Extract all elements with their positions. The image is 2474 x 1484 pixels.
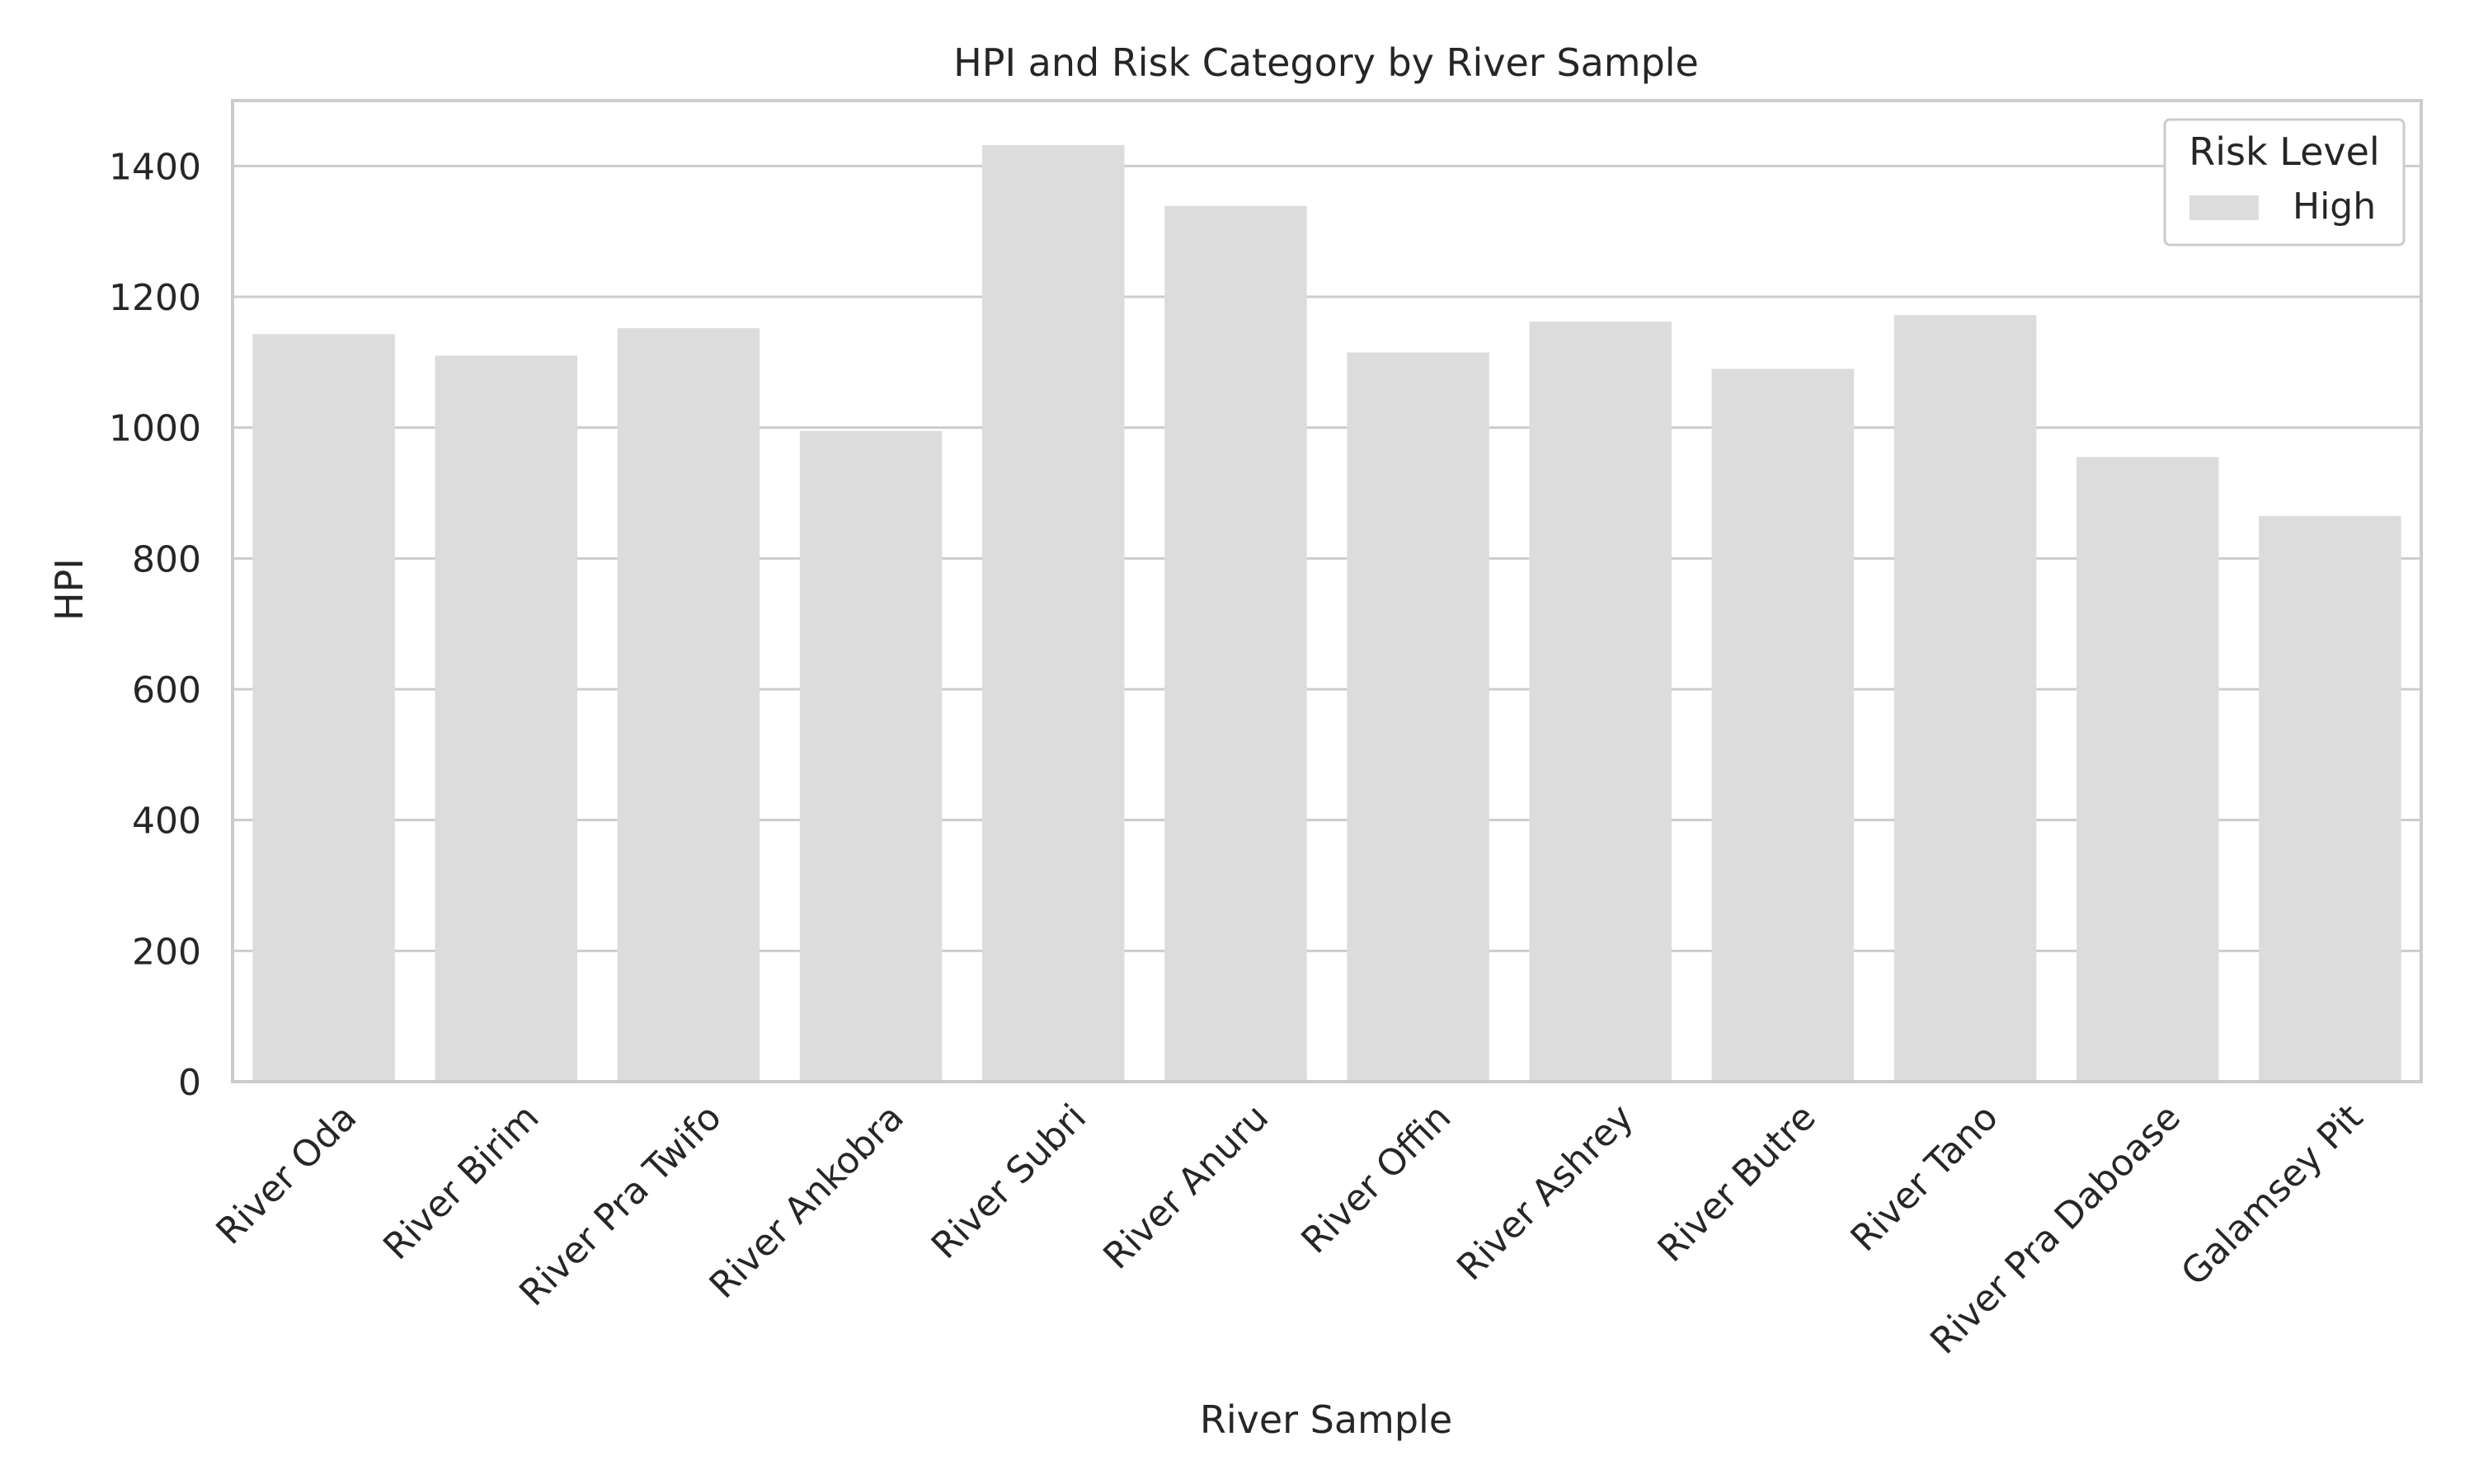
grid-lines <box>233 164 2421 952</box>
y-tick-label: 1000 <box>109 408 201 450</box>
legend-swatch <box>2189 195 2259 220</box>
bar <box>1164 205 1307 1082</box>
bar <box>799 430 943 1082</box>
x-tick-label: River Tano <box>1843 1097 2006 1260</box>
y-tick-label: 200 <box>132 931 201 973</box>
x-tick-label: River Butre <box>1650 1097 1824 1270</box>
y-tick-label: 800 <box>132 538 201 580</box>
x-tick-label: River Anuru <box>1095 1097 1277 1278</box>
bar <box>1529 322 1672 1082</box>
bar <box>1893 315 2037 1082</box>
bar <box>252 334 395 1082</box>
x-tick-label: Galamsey Pit <box>2173 1097 2371 1294</box>
bar <box>2076 457 2219 1082</box>
bar <box>435 355 578 1082</box>
bar <box>1347 352 1489 1082</box>
axes-spines <box>231 99 2423 1083</box>
x-tick-label: River Ankobra <box>702 1097 912 1307</box>
bar <box>981 144 1125 1082</box>
y-tick-label: 0 <box>178 1062 201 1104</box>
y-tick-label: 400 <box>132 801 201 843</box>
legend-title: Risk Level <box>2189 129 2379 174</box>
bar <box>2259 515 2401 1082</box>
x-tick-label: River Offin <box>1294 1097 1460 1262</box>
axes-frame <box>231 99 2423 1083</box>
bar <box>1711 369 1855 1082</box>
x-tick-label: River Ashrey <box>1449 1097 1641 1289</box>
x-tick-label: River Oda <box>208 1097 365 1253</box>
legend-entry-label: High <box>2293 186 2376 228</box>
y-tick-label: 600 <box>132 669 201 711</box>
bar <box>617 328 760 1082</box>
bars <box>252 144 2401 1082</box>
y-axis-label: HPI <box>47 558 92 621</box>
x-axis-label: River Sample <box>1200 1397 1452 1442</box>
legend: Risk Level High <box>2163 118 2406 247</box>
y-tick-labels: 0 200 400 600 800 1000 1200 1400 <box>109 146 201 1104</box>
chart-title: HPI and Risk Category by River Sample <box>953 40 1699 85</box>
x-tick-label: River Birim <box>375 1097 547 1268</box>
y-tick-label: 1200 <box>109 277 201 319</box>
y-tick-label: 1400 <box>109 146 201 188</box>
x-tick-label: River Subri <box>924 1097 1094 1267</box>
